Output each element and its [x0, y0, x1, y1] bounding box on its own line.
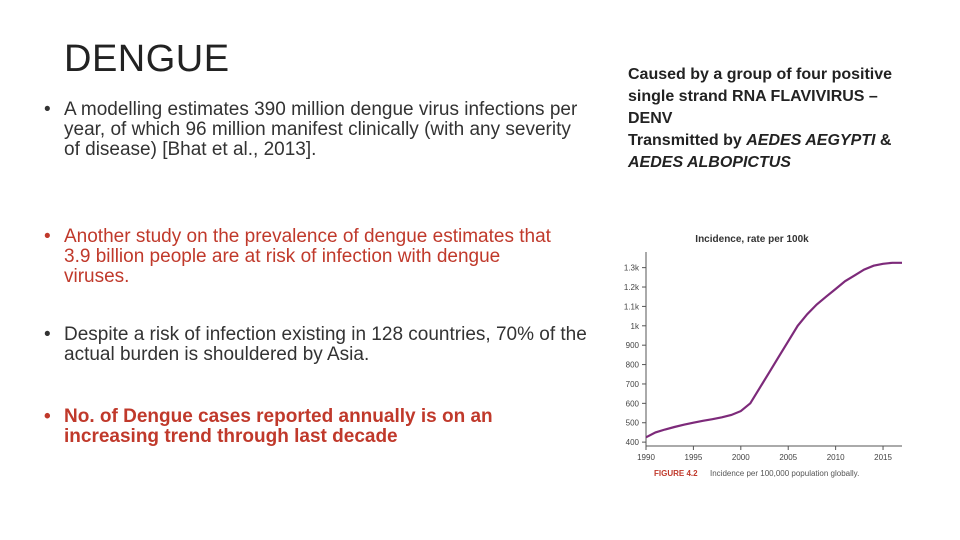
side-line-5-italic: AEDES ALBOPICTUS	[628, 154, 791, 171]
bullet-item-4: No. of Dengue cases reported annually is…	[44, 407, 584, 447]
side-line-3: DENV	[628, 110, 673, 127]
x-tick-label: 1995	[685, 453, 703, 462]
side-description: Caused by a group of four positive singl…	[628, 64, 928, 174]
y-tick-label: 1.3k	[624, 264, 640, 273]
side-line-1: Caused by a group of four positive	[628, 66, 893, 83]
side-line-5: AEDES ALBOPICTUS	[628, 152, 928, 174]
x-tick-label: 2015	[874, 453, 892, 462]
x-tick-label: 1990	[637, 453, 655, 462]
x-tick-label: 2005	[779, 453, 797, 462]
chart-title: Incidence, rate per 100k	[695, 234, 809, 245]
y-tick-label: 700	[626, 380, 640, 389]
side-line-4-prefix: Transmitted by	[628, 132, 747, 149]
bullet-item-3: Despite a risk of infection existing in …	[44, 325, 604, 365]
slide-title: DENGUE	[64, 38, 230, 80]
y-tick-label: 1k	[631, 322, 640, 331]
chart-caption-text: Incidence per 100,000 population globall…	[710, 469, 859, 478]
bullet-item-1: A modelling estimates 390 million dengue…	[44, 100, 584, 160]
y-tick-label: 500	[626, 419, 640, 428]
series-line	[645, 261, 902, 439]
x-tick-label: 2010	[827, 453, 845, 462]
x-tick-label: 2000	[732, 453, 750, 462]
chart-caption-label: FIGURE 4.2	[654, 469, 698, 478]
y-tick-label: 900	[626, 341, 640, 350]
bullet-item-2: Another study on the prevalence of dengu…	[44, 227, 554, 287]
side-line-4: Transmitted by AEDES AEGYPTI &	[628, 130, 928, 152]
y-tick-label: 400	[626, 438, 640, 447]
side-line-2: single strand RNA FLAVIVIRUS –	[628, 88, 878, 105]
y-tick-label: 1.1k	[624, 302, 640, 311]
side-line-4-italic: AEDES AEGYPTI	[746, 132, 876, 149]
side-line-4-suffix: &	[875, 132, 892, 149]
incidence-chart: Incidence, rate per 100k 400 500 600 700 800…	[596, 226, 916, 486]
y-tick-label: 600	[626, 399, 640, 408]
y-tick-label: 800	[626, 361, 640, 370]
incidence-chart-svg: Incidence, rate per 100k 400 500 600 700 800…	[624, 234, 902, 478]
y-tick-label: 1.2k	[624, 283, 640, 292]
